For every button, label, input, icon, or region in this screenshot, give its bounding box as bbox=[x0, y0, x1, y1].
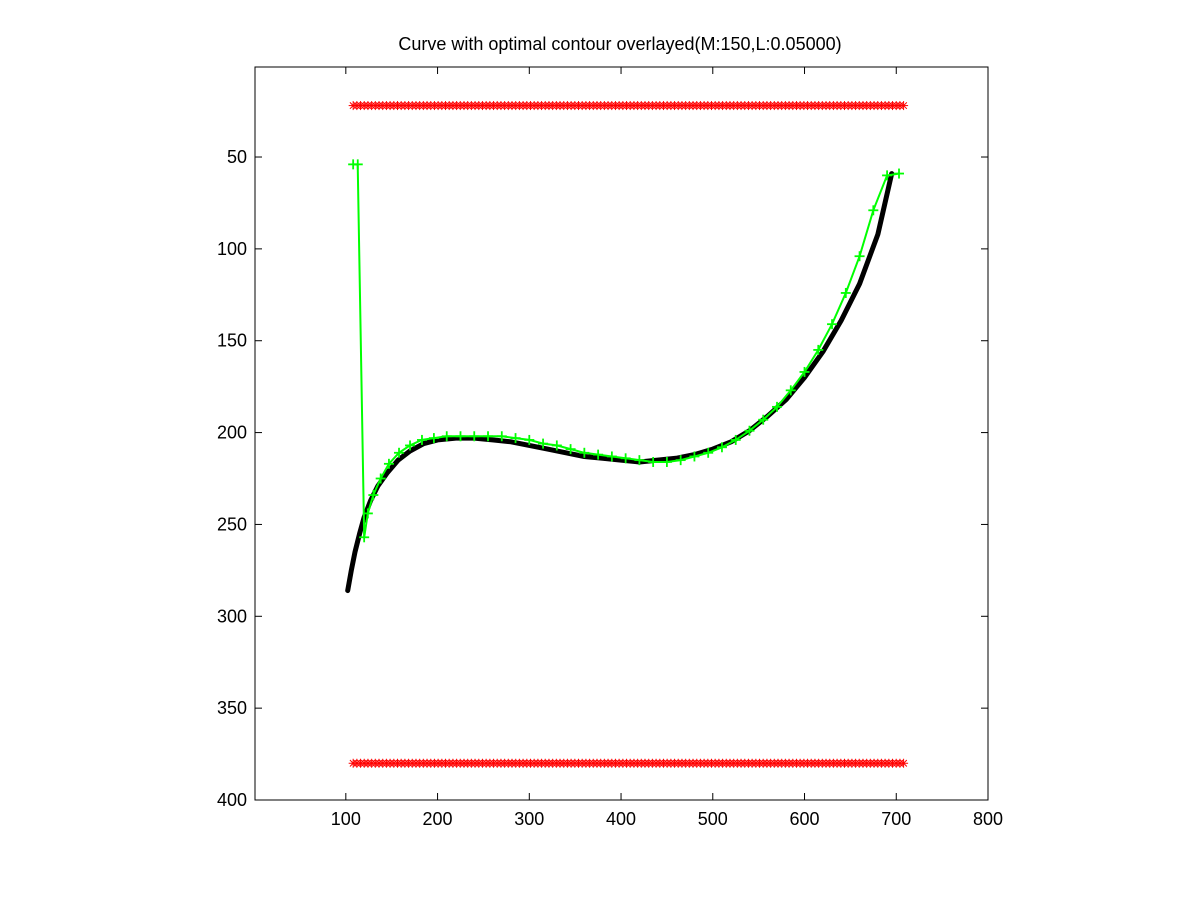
plot-marks bbox=[345, 101, 909, 768]
contour-point bbox=[524, 434, 535, 445]
contour-point bbox=[634, 455, 645, 466]
x-tick-label: 600 bbox=[789, 809, 819, 829]
contour-point bbox=[383, 458, 394, 469]
upper-marker bbox=[899, 101, 909, 111]
lower-marker bbox=[899, 758, 909, 768]
contour-point bbox=[827, 319, 838, 330]
y-tick-label: 350 bbox=[217, 698, 247, 718]
contour-point bbox=[689, 451, 700, 462]
contour-point bbox=[813, 344, 824, 355]
y-tick-label: 50 bbox=[227, 147, 247, 167]
y-tick-label: 300 bbox=[217, 606, 247, 626]
x-tick-label: 300 bbox=[514, 809, 544, 829]
contour-point bbox=[799, 366, 810, 377]
contour-point bbox=[496, 431, 507, 442]
contour-point bbox=[868, 205, 879, 216]
contour-point bbox=[375, 473, 386, 484]
contour-point bbox=[579, 447, 590, 458]
contour-point bbox=[785, 385, 796, 396]
contour-point bbox=[362, 508, 373, 519]
contour-point bbox=[703, 447, 714, 458]
contour-point bbox=[882, 170, 893, 181]
y-tick-label: 100 bbox=[217, 239, 247, 259]
contour-point bbox=[716, 442, 727, 453]
y-tick-label: 400 bbox=[217, 790, 247, 810]
x-tick-label: 100 bbox=[331, 809, 361, 829]
contour-point bbox=[394, 447, 405, 458]
contour-point bbox=[352, 159, 363, 170]
contour-point bbox=[565, 444, 576, 455]
contour-point bbox=[538, 438, 549, 449]
series-contour bbox=[348, 159, 905, 543]
contour-point bbox=[675, 455, 686, 466]
x-tick-label: 700 bbox=[881, 809, 911, 829]
series-lower-markers bbox=[348, 758, 909, 768]
x-tick-label: 400 bbox=[606, 809, 636, 829]
contour-point bbox=[469, 431, 480, 442]
chart-title: Curve with optimal contour overlayed(M:1… bbox=[398, 34, 841, 54]
contour-point bbox=[648, 456, 659, 467]
contour-point bbox=[744, 425, 755, 436]
contour-point bbox=[661, 456, 672, 467]
contour-point bbox=[428, 433, 439, 444]
x-tick-label: 500 bbox=[698, 809, 728, 829]
axes: 100 200 300 400 500 600 700 800 50 100 150 200 250 30… bbox=[217, 67, 1003, 829]
contour-point bbox=[359, 532, 370, 543]
contour-point bbox=[730, 434, 741, 445]
x-tick-label: 200 bbox=[423, 809, 453, 829]
contour-point bbox=[441, 431, 452, 442]
y-tick-label: 200 bbox=[217, 423, 247, 443]
contour-point bbox=[840, 287, 851, 298]
contour-point bbox=[854, 251, 865, 262]
y-tick-label: 250 bbox=[217, 514, 247, 534]
contour-point bbox=[455, 431, 466, 442]
contour-point bbox=[510, 433, 521, 444]
y-tick-label: 150 bbox=[217, 331, 247, 351]
plot-area bbox=[254, 66, 989, 801]
contour-point bbox=[894, 168, 905, 179]
x-tick-label: 800 bbox=[973, 809, 1003, 829]
contour-point bbox=[593, 449, 604, 460]
contour-point bbox=[551, 440, 562, 451]
contour-point bbox=[606, 451, 617, 462]
contour-point bbox=[620, 453, 631, 464]
contour-point bbox=[405, 440, 416, 451]
contour-point bbox=[416, 434, 427, 445]
contour-point bbox=[483, 431, 494, 442]
contour-point bbox=[771, 401, 782, 412]
contour-point bbox=[368, 490, 379, 501]
series-upper-markers bbox=[348, 101, 909, 111]
contour-point bbox=[758, 414, 769, 425]
